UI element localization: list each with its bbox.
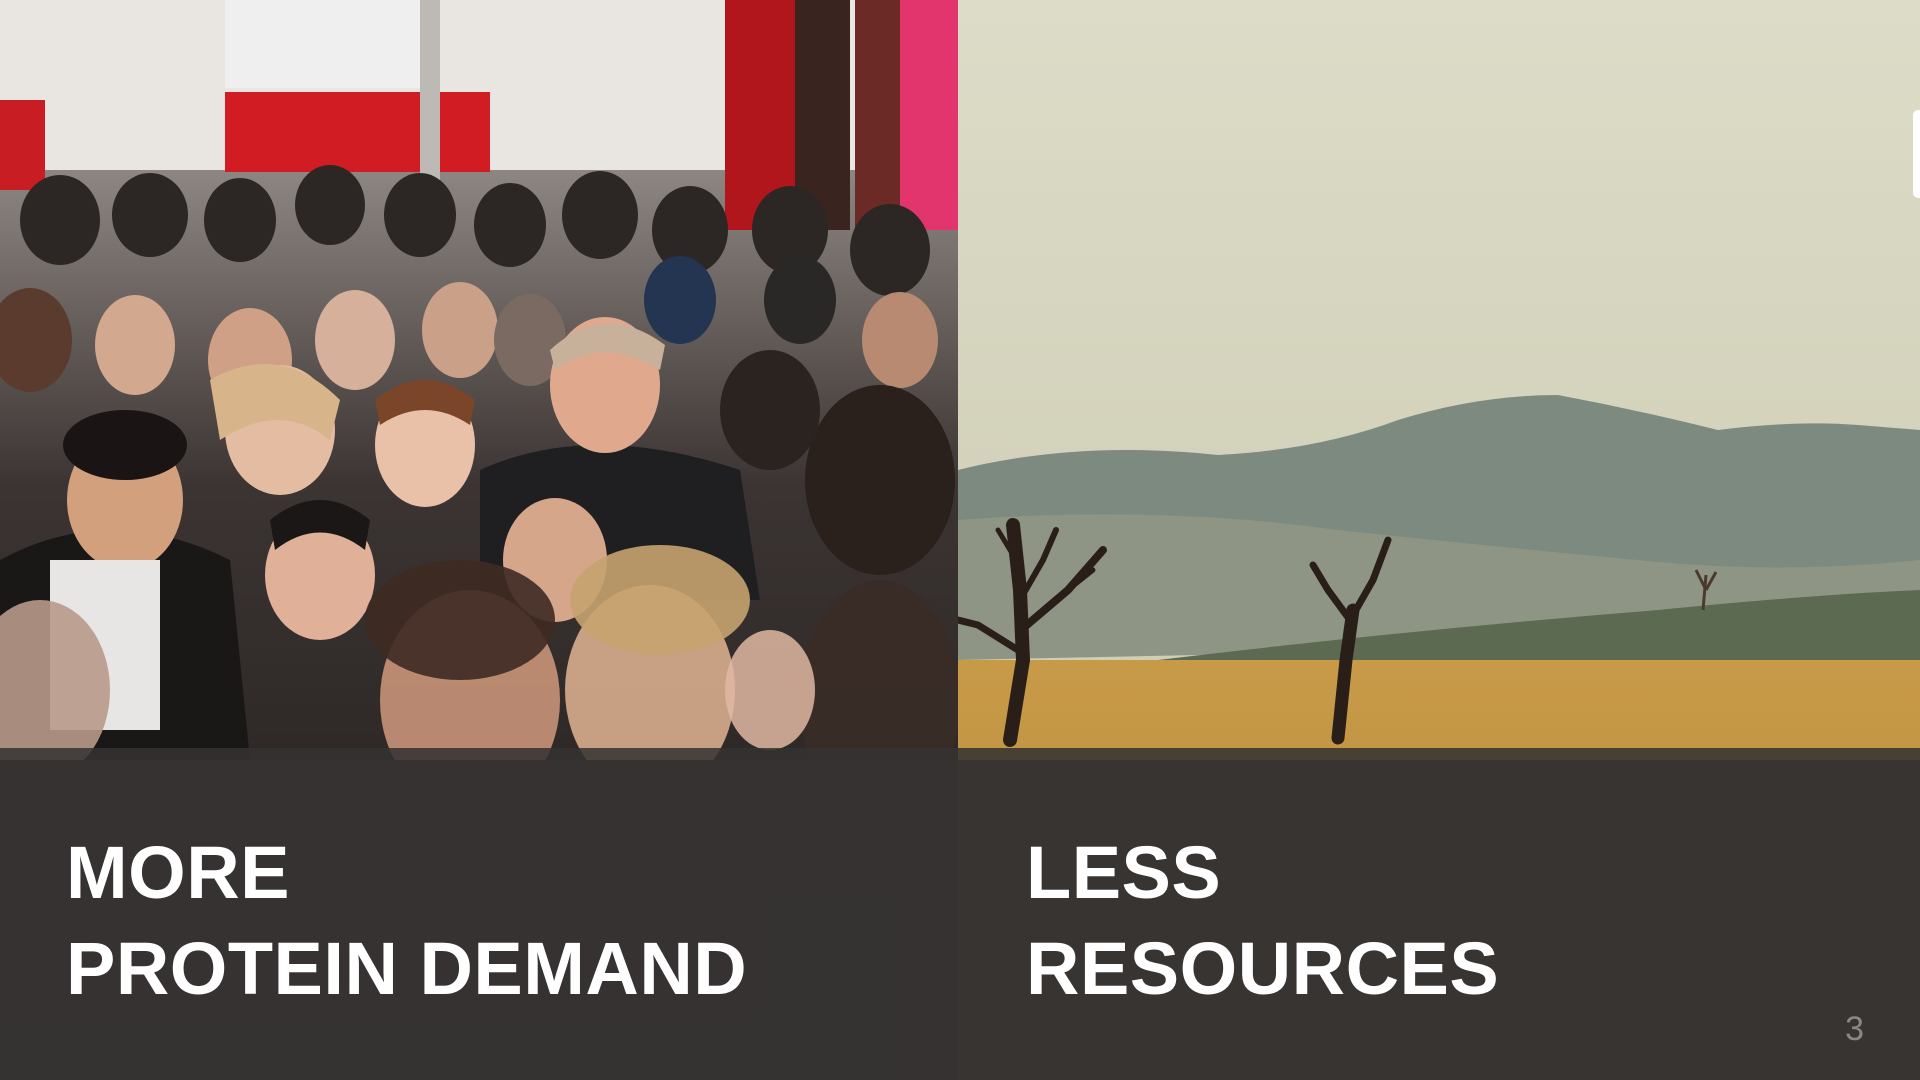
right-caption-line2: RESOURCES (1026, 927, 1500, 1010)
caption-band (0, 748, 1920, 1080)
left-caption-line1: MORE (66, 831, 290, 914)
right-caption: LESS RESOURCES (1026, 825, 1499, 1017)
left-caption-line2: PROTEIN DEMAND (66, 927, 748, 1010)
right-caption-line1: LESS (1026, 831, 1222, 914)
edge-tab (1913, 110, 1920, 198)
left-caption: MORE PROTEIN DEMAND (66, 825, 747, 1017)
page-number: 3 (1845, 1010, 1864, 1048)
